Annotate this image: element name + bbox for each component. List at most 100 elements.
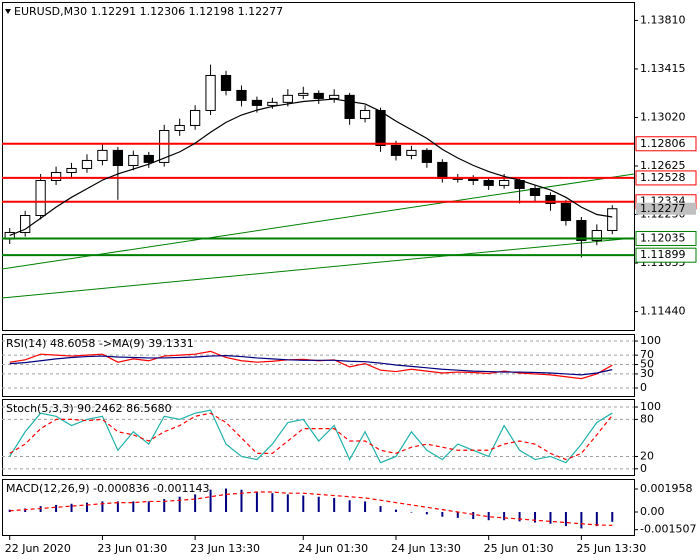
symbol-menu-arrow xyxy=(5,9,11,14)
x-tick-label: 23 Jun 01:30 xyxy=(97,542,167,555)
histogram-bar xyxy=(132,501,135,512)
candle-body xyxy=(560,202,572,222)
histogram-bar xyxy=(348,500,351,512)
histogram-bar xyxy=(85,502,88,512)
x-tick-label: 22 Jun 2020 xyxy=(5,542,71,555)
last-price-label: 1.12277 xyxy=(640,202,686,215)
candle-body xyxy=(81,159,93,169)
candle-body xyxy=(174,124,185,131)
candle-body xyxy=(576,220,587,241)
histogram-bar xyxy=(240,489,243,512)
indicator-line xyxy=(9,491,613,527)
level-label-box xyxy=(635,136,697,152)
histogram-bar xyxy=(487,511,490,521)
y-tick-label: 80 xyxy=(640,412,654,425)
rsi-pane xyxy=(2,334,635,397)
candle-body xyxy=(529,187,541,196)
indicator-line xyxy=(9,409,613,464)
y-tick-label: 30 xyxy=(640,367,654,380)
y-tick-label: -0.001507 xyxy=(640,523,696,536)
x-tick-label: 25 Jun 13:30 xyxy=(576,542,646,555)
histogram-bar xyxy=(379,506,382,512)
histogram-bar xyxy=(611,511,614,522)
y-tick-label: 1.12625 xyxy=(640,159,686,172)
candle-body xyxy=(35,179,46,217)
histogram-bar xyxy=(518,511,521,522)
histogram-bar xyxy=(147,501,150,512)
histogram-bar xyxy=(194,494,197,512)
candle-body xyxy=(236,89,247,101)
histogram-bar xyxy=(425,511,428,515)
candle-body xyxy=(220,74,232,91)
x-tick-label: 25 Jun 01:30 xyxy=(484,542,554,555)
candle-body xyxy=(437,161,448,179)
candle-body xyxy=(607,208,618,231)
level-label-box xyxy=(635,247,697,263)
y-tick-label: 100 xyxy=(640,334,661,347)
histogram-bar xyxy=(564,511,567,527)
pane-title: EURUSD,M30 1.12291 1.12306 1.12198 1.122… xyxy=(14,5,283,18)
histogram-bar xyxy=(364,501,367,512)
candle-body xyxy=(97,149,108,161)
y-tick-label: 0.001958 xyxy=(640,482,693,495)
histogram-bar xyxy=(163,499,166,512)
histogram-bar xyxy=(286,494,289,512)
histogram-bar xyxy=(116,501,119,512)
histogram-bar xyxy=(534,511,537,523)
histogram-bar xyxy=(503,511,506,521)
level-label-box xyxy=(635,230,697,246)
y-tick-label: 20 xyxy=(640,449,654,462)
y-tick-label: 1.13415 xyxy=(640,62,686,75)
candle-body xyxy=(66,167,77,174)
candle-body xyxy=(406,149,417,156)
x-tick-label: 23 Jun 13:30 xyxy=(190,542,260,555)
histogram-bar xyxy=(456,511,459,518)
level-label: 1.11899 xyxy=(640,248,686,261)
candle-body xyxy=(189,109,201,126)
histogram-bar xyxy=(225,488,228,512)
y-tick-label: 100 xyxy=(640,400,661,413)
y-tick-label: 1.13810 xyxy=(640,13,686,26)
candle-body xyxy=(390,144,402,156)
candle-body xyxy=(483,179,494,186)
y-tick-label: 0 xyxy=(640,381,647,394)
candle-body xyxy=(375,109,386,146)
histogram-bar xyxy=(101,501,104,512)
candle-body xyxy=(205,74,216,111)
candle-body xyxy=(282,94,293,103)
pane-title: RSI(14) 48.6058 ->MA(9) 39.1331 xyxy=(6,337,194,350)
pane-title: Stoch(5,3,3) 90.2462 86.5680 xyxy=(6,402,172,415)
indicator-line xyxy=(9,98,613,236)
candle-body xyxy=(267,101,278,106)
candle-body xyxy=(344,94,355,119)
candle-body xyxy=(591,229,602,241)
indicator-line xyxy=(9,412,613,461)
candle-body xyxy=(128,154,139,167)
trend-line xyxy=(1,237,635,299)
last-price-box xyxy=(636,202,696,215)
histogram-bar xyxy=(255,492,258,512)
macd-pane xyxy=(2,479,635,536)
histogram-bar xyxy=(580,511,583,529)
histogram-bar xyxy=(178,496,181,512)
indicator-line xyxy=(9,355,613,376)
y-tick-label: 50 xyxy=(640,358,654,371)
candle-body xyxy=(498,179,510,186)
candle-body xyxy=(298,92,309,96)
y-tick-label: 70 xyxy=(640,348,654,361)
histogram-bar xyxy=(317,496,320,512)
candle-body xyxy=(50,172,62,181)
level-label: 1.12806 xyxy=(640,137,686,150)
candle-body xyxy=(545,194,556,204)
x-tick-label: 24 Jun 13:30 xyxy=(391,542,461,555)
candle-body xyxy=(112,149,124,167)
candle-body xyxy=(159,129,170,163)
histogram-bar xyxy=(302,495,305,512)
stoch-pane xyxy=(2,399,635,476)
histogram-bar xyxy=(549,511,552,524)
candle-body xyxy=(359,109,371,119)
histogram-bar xyxy=(472,511,475,520)
level-label-box xyxy=(635,170,697,186)
y-tick-label: 1.13020 xyxy=(640,110,686,123)
histogram-bar xyxy=(271,493,274,512)
